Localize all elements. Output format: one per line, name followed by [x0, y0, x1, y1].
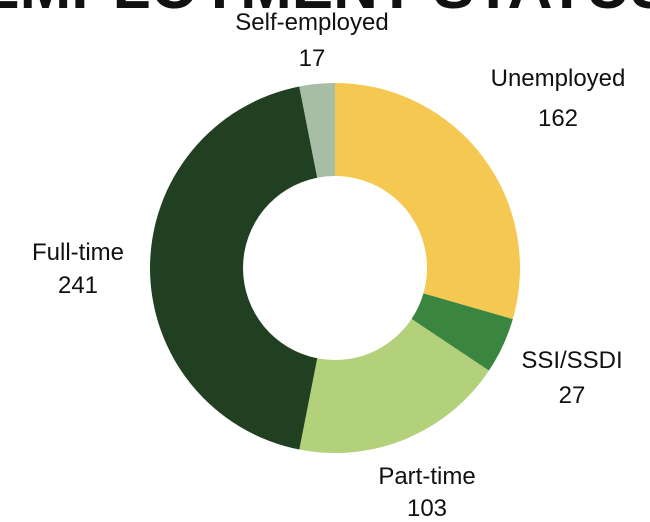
donut-slice [411, 293, 513, 371]
chart-title: EMPLOYMENT STATUS [0, 0, 650, 22]
slice-value: 27 [559, 382, 586, 409]
slice-value: 103 [407, 495, 447, 522]
slice-value: 241 [58, 272, 98, 299]
slice-label: Unemployed [491, 65, 626, 92]
slice-label: Self-employed [235, 9, 388, 36]
donut-slice [299, 83, 335, 178]
slice-value: 17 [299, 45, 326, 72]
slice-label: Full-time [32, 239, 124, 266]
donut-slice [299, 319, 489, 453]
donut-slice [150, 86, 318, 450]
slice-value: 162 [538, 105, 578, 132]
slice-label: Part-time [378, 463, 475, 490]
slice-label: SSI/SSDI [521, 347, 622, 374]
donut-slice [335, 83, 520, 320]
